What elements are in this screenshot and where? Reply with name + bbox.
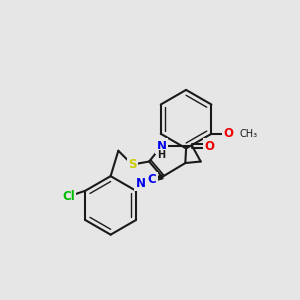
Text: O: O xyxy=(204,140,214,153)
Text: N: N xyxy=(157,140,166,153)
Text: Cl: Cl xyxy=(62,190,75,203)
Text: C: C xyxy=(148,173,156,186)
Text: N: N xyxy=(136,177,146,190)
Text: H: H xyxy=(158,150,166,160)
Text: S: S xyxy=(128,158,136,171)
Text: CH₃: CH₃ xyxy=(239,129,257,139)
Text: O: O xyxy=(224,127,233,140)
